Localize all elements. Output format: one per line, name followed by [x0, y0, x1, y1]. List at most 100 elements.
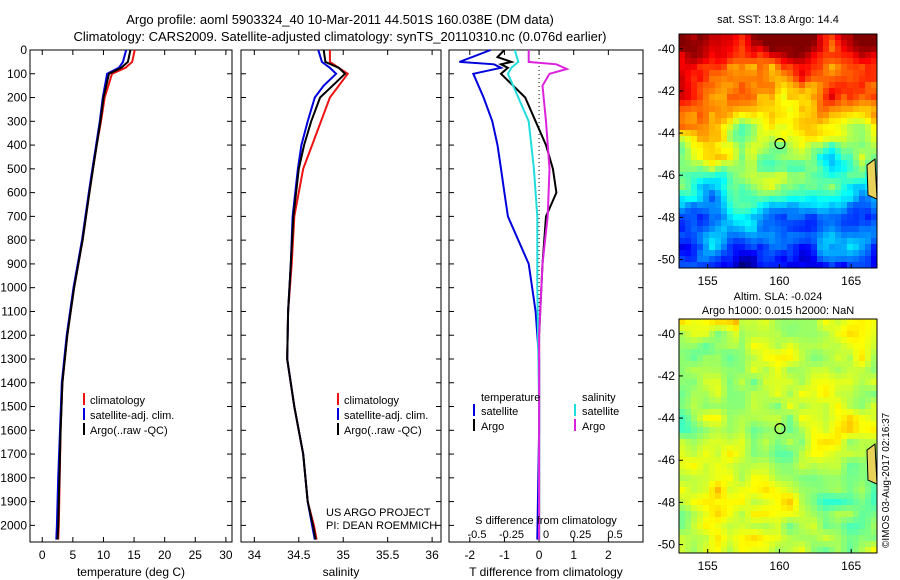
map-cell — [859, 445, 865, 451]
map-cell — [739, 100, 745, 106]
map-cell — [739, 409, 745, 415]
map-cell — [757, 208, 763, 214]
map-cell — [769, 172, 775, 178]
map-cell — [829, 463, 835, 469]
map-cell — [853, 226, 859, 232]
map-cell — [691, 214, 697, 220]
map-cell — [769, 439, 775, 445]
map-cell — [703, 226, 709, 232]
map-cell — [793, 505, 799, 511]
map-cell — [739, 511, 745, 517]
map-cell — [811, 373, 817, 379]
map-cell — [787, 523, 793, 529]
x-tick-label: -2 — [464, 548, 475, 562]
map-cell — [835, 94, 841, 100]
map-cell — [775, 208, 781, 214]
map-cell — [709, 475, 715, 481]
map-cell — [727, 463, 733, 469]
map-cell — [739, 220, 745, 226]
map-cell — [841, 469, 847, 475]
map-cell — [859, 256, 865, 262]
map-cell — [847, 523, 853, 529]
map-cell — [703, 349, 709, 355]
map-cell — [805, 319, 811, 325]
map-cell — [865, 202, 871, 208]
map-cell — [697, 517, 703, 523]
map-cell — [841, 547, 847, 553]
map-cell — [733, 403, 739, 409]
map-cell — [823, 331, 829, 337]
map-cell — [817, 355, 823, 361]
map-cell — [745, 118, 751, 124]
map-cell — [781, 469, 787, 475]
map-cell — [745, 421, 751, 427]
map-cell — [811, 457, 817, 463]
map-cell — [853, 52, 859, 58]
map-cell — [709, 439, 715, 445]
map-cell — [703, 415, 709, 421]
map-cell — [733, 511, 739, 517]
map-cell — [871, 142, 877, 148]
map-cell — [733, 172, 739, 178]
map-cell — [733, 220, 739, 226]
map-cell — [823, 34, 829, 40]
map-cell — [841, 421, 847, 427]
map-cell — [709, 160, 715, 166]
map-cell — [763, 226, 769, 232]
map-cell — [757, 82, 763, 88]
map-cell — [697, 445, 703, 451]
map-cell — [853, 70, 859, 76]
map-cell — [697, 238, 703, 244]
map-cell — [709, 64, 715, 70]
map-cell — [739, 547, 745, 553]
map-cell — [817, 226, 823, 232]
map-cell — [775, 76, 781, 82]
map-cell — [733, 505, 739, 511]
map-frame — [678, 33, 878, 269]
map-cell — [697, 385, 703, 391]
map-cell — [859, 172, 865, 178]
map-cell — [703, 220, 709, 226]
map-cell — [823, 469, 829, 475]
legend-header-temperature: temperature — [481, 392, 540, 404]
map-cell — [817, 439, 823, 445]
map-cell — [739, 361, 745, 367]
map-cell — [769, 541, 775, 547]
map-cell — [805, 379, 811, 385]
map-cell — [769, 112, 775, 118]
map-cell — [775, 493, 781, 499]
map-cell — [703, 82, 709, 88]
s-tick-label: 0.5 — [607, 529, 622, 541]
map-cell — [745, 154, 751, 160]
map-cell — [727, 82, 733, 88]
map-cell — [703, 190, 709, 196]
map-cell — [823, 202, 829, 208]
map-cell — [835, 451, 841, 457]
map-cell — [811, 361, 817, 367]
map-cell — [859, 238, 865, 244]
map-cell — [781, 493, 787, 499]
map-cell — [835, 178, 841, 184]
map-cell — [829, 256, 835, 262]
map-cell — [691, 451, 697, 457]
map-cell — [769, 397, 775, 403]
map-cell — [835, 244, 841, 250]
map-cell — [775, 433, 781, 439]
map-cell — [691, 130, 697, 136]
map-cell — [793, 481, 799, 487]
map-cell — [835, 76, 841, 82]
map-cell — [835, 355, 841, 361]
map-cell — [829, 130, 835, 136]
map-cell — [733, 355, 739, 361]
map-cell — [703, 535, 709, 541]
map-cell — [781, 94, 787, 100]
map-cell — [835, 463, 841, 469]
map-cell — [727, 373, 733, 379]
map-cell — [697, 100, 703, 106]
map-cell — [745, 232, 751, 238]
map-cell — [763, 355, 769, 361]
map-cell — [793, 367, 799, 373]
map-cell — [781, 511, 787, 517]
